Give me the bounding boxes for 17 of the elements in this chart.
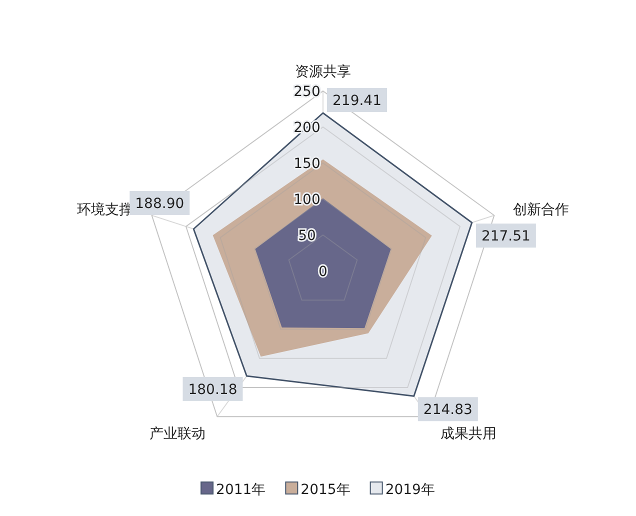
spoke-label: 资源共享 <box>295 64 351 80</box>
spoke-label: 产业联动 <box>149 426 206 442</box>
tick-label: 150 <box>294 156 320 172</box>
legend-label: 2011年 <box>216 482 266 498</box>
data-label: 180.18 <box>188 382 238 398</box>
legend-label: 2019年 <box>385 482 435 498</box>
tick-label: 0 <box>318 264 328 280</box>
data-label: 214.83 <box>423 402 472 418</box>
tick-label: 50 <box>298 228 316 244</box>
tick-label: 100 <box>294 192 320 208</box>
data-label: 217.51 <box>481 228 530 245</box>
spoke-label: 创新合作 <box>513 202 570 218</box>
legend-label: 2015年 <box>300 482 350 498</box>
data-label: 219.41 <box>332 93 382 110</box>
spoke-label: 成果共用 <box>440 426 497 442</box>
data-label: 188.90 <box>135 196 184 212</box>
tick-label: 250 <box>294 84 320 100</box>
